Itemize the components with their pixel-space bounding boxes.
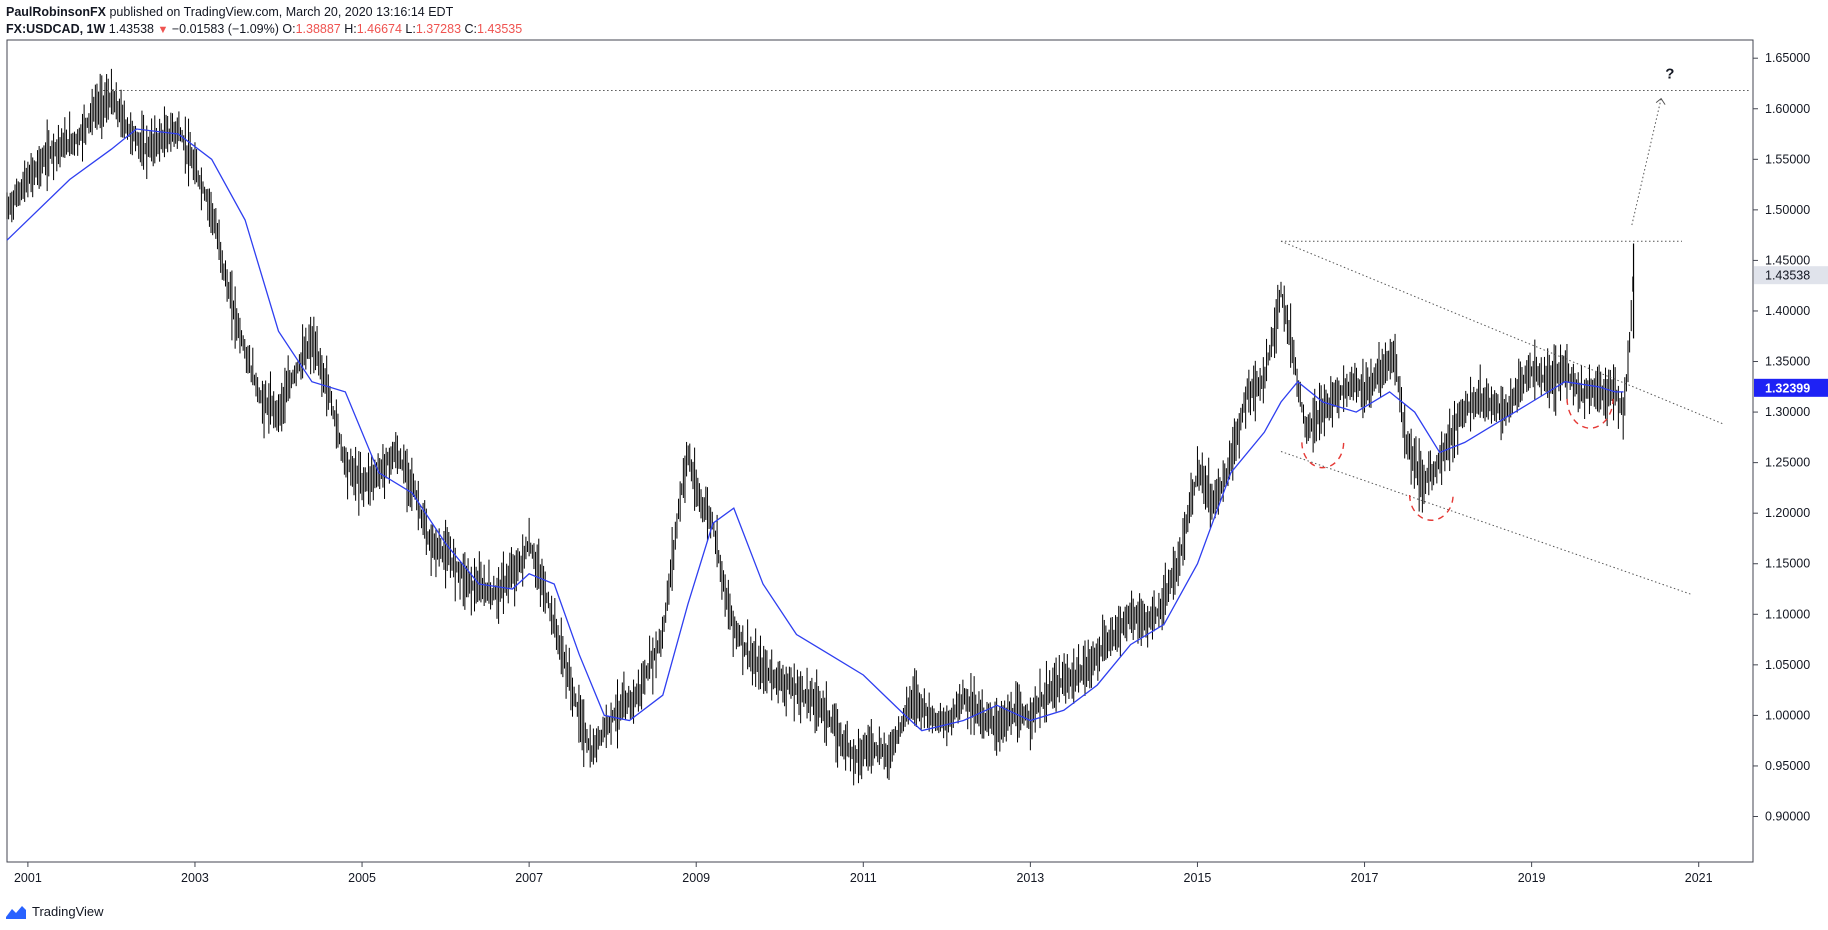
bottom-arc	[1408, 494, 1454, 521]
bottom-arc	[1301, 442, 1345, 469]
x-tick-label: 2019	[1518, 871, 1546, 885]
close-value: 1.43535	[477, 22, 523, 36]
tradingview-brand: TradingView	[32, 904, 104, 919]
y-tick-label: 1.20000	[1765, 506, 1810, 520]
y-tick-label: 1.05000	[1765, 658, 1810, 672]
y-tick-label: 1.00000	[1765, 708, 1810, 722]
arrow-head-icon	[1655, 97, 1666, 105]
y-tick-label: 1.10000	[1765, 607, 1810, 621]
ma-price-badge-label: 1.32399	[1765, 381, 1810, 395]
x-tick-label: 2001	[14, 871, 42, 885]
price-change: −0.01583 (−1.09%)	[171, 22, 279, 36]
y-tick-label: 1.55000	[1765, 152, 1810, 166]
x-tick-label: 2011	[850, 871, 877, 885]
y-tick-label: 1.60000	[1765, 102, 1810, 116]
question-annotation: ?	[1665, 65, 1674, 82]
down-arrow-icon: ▼	[157, 24, 169, 36]
symbol-legend: FX:USDCAD, 1W 1.43538 ▼ −0.01583 (−1.09%…	[6, 21, 522, 38]
ma-price-badge	[1754, 378, 1828, 397]
x-tick-label: 2017	[1351, 871, 1379, 885]
x-tick-label: 2005	[348, 871, 376, 885]
plot-frame	[6, 39, 1754, 863]
close-label: C:	[464, 22, 478, 36]
y-tick-label: 1.25000	[1765, 456, 1810, 470]
high-label: H:	[344, 22, 357, 36]
last-price-badge-label: 1.43538	[1765, 269, 1810, 283]
x-tick-label: 2009	[682, 871, 710, 885]
moving-average-line	[6, 128, 1624, 732]
y-tick-label: 0.90000	[1765, 810, 1810, 824]
tradingview-logo-icon	[6, 905, 26, 919]
y-tick-label: 1.30000	[1765, 405, 1810, 419]
x-tick-label: 2007	[515, 871, 543, 885]
y-tick-label: 1.65000	[1765, 51, 1810, 65]
last-price-badge	[1754, 266, 1828, 285]
tradingview-footer[interactable]: TradingView	[6, 904, 104, 919]
y-tick-label: 1.45000	[1765, 253, 1810, 267]
open-label: O:	[282, 22, 296, 36]
symbol-label[interactable]: FX:USDCAD, 1W	[6, 22, 106, 36]
last-price: 1.43538	[108, 22, 154, 36]
y-tick-label: 1.35000	[1765, 355, 1810, 369]
bottom-arc	[1566, 398, 1614, 429]
y-tick-label: 1.15000	[1765, 557, 1810, 571]
x-tick-label: 2003	[181, 871, 209, 885]
published-text: published on TradingView.com, March 20, …	[109, 5, 454, 19]
x-tick-label: 2013	[1016, 871, 1044, 885]
high-value: 1.46674	[356, 22, 402, 36]
author-name[interactable]: PaulRobinsonFX	[6, 5, 106, 19]
y-tick-label: 0.95000	[1765, 759, 1810, 773]
price-bars	[6, 68, 1634, 786]
projection-arrow-line	[1631, 98, 1662, 226]
publish-info: PaulRobinsonFX published on TradingView.…	[6, 4, 453, 20]
low-label: L:	[405, 22, 416, 36]
y-tick-label: 1.40000	[1765, 304, 1810, 318]
y-tick-label: 1.50000	[1765, 203, 1810, 217]
trend-line	[1280, 451, 1691, 595]
low-value: 1.37283	[415, 22, 462, 36]
x-tick-label: 2015	[1184, 871, 1212, 885]
x-tick-label: 2021	[1685, 871, 1713, 885]
open-value: 1.38887	[295, 22, 341, 36]
